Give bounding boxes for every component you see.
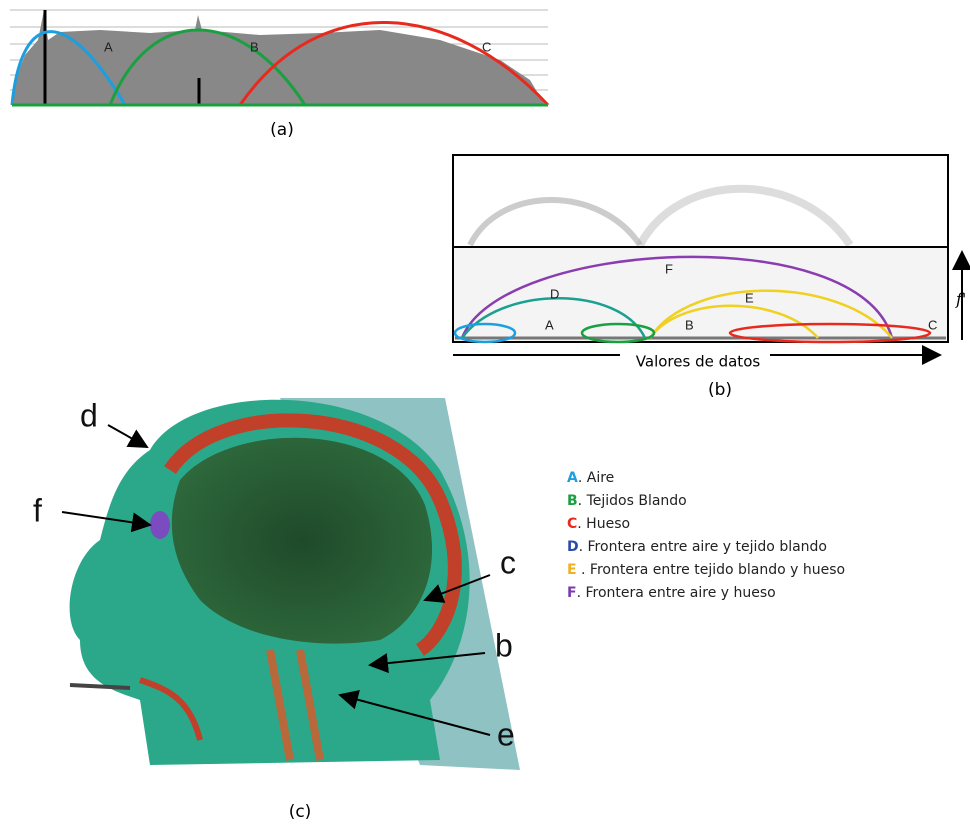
label: f: [33, 492, 42, 528]
label: D: [550, 286, 559, 301]
axis-label: f': [955, 290, 966, 309]
axis-label: Valores de datos: [636, 353, 761, 371]
svg-text:E . Frontera entre tejido blan: E . Frontera entre tejido blando y hueso: [567, 562, 845, 578]
caption: (a): [270, 120, 294, 140]
svg-text:D. Frontera entre aire y tejid: D. Frontera entre aire y tejido blando: [567, 539, 827, 555]
label: A: [545, 317, 554, 332]
caption: (b): [708, 380, 732, 400]
label: c: [500, 544, 516, 580]
legend-text: . Tejidos Blando: [578, 493, 687, 509]
label: d: [80, 397, 98, 433]
svg-text:A. Aire: A. Aire: [567, 470, 614, 486]
legend-text: . Frontera entre tejido blando y hueso: [577, 562, 846, 578]
histogram-2d-panel: A B C D E F Valores de datos f' (b): [453, 155, 966, 400]
legend-letter: C: [567, 516, 577, 532]
svg-text:F. Frontera entre aire y hueso: F. Frontera entre aire y hueso: [567, 585, 776, 601]
label: B: [685, 317, 694, 332]
legend-letter: B: [567, 493, 578, 509]
label: F: [665, 261, 673, 276]
label: C: [482, 39, 491, 54]
legend-letter: E: [567, 562, 577, 578]
legend-text: . Hueso: [577, 516, 630, 532]
head-render: d f c b e (c): [33, 397, 520, 822]
legend-letter: A: [567, 470, 578, 486]
legend-letter: F: [567, 585, 577, 601]
label: B: [250, 39, 259, 54]
label: e: [497, 716, 515, 752]
svg-text:B. Tejidos Blando: B. Tejidos Blando: [567, 493, 687, 509]
legend-text: . Aire: [578, 470, 614, 486]
label: A: [104, 39, 113, 54]
label: E: [745, 290, 754, 305]
svg-text:C. Hueso: C. Hueso: [567, 516, 630, 532]
legend-text: . Frontera entre aire y tejido blando: [579, 539, 827, 555]
histogram-panel: A B C (a): [10, 10, 548, 140]
label: b: [495, 627, 513, 663]
figure: A B C (a) A B C D E F Valores de datos f…: [0, 0, 970, 825]
label: C: [928, 317, 937, 332]
legend: A. Aire B. Tejidos Blando C. Hueso D. Fr…: [567, 470, 845, 601]
caption: (c): [289, 802, 312, 822]
legend-text: . Frontera entre aire y hueso: [577, 585, 776, 601]
legend-letter: D: [567, 539, 579, 555]
